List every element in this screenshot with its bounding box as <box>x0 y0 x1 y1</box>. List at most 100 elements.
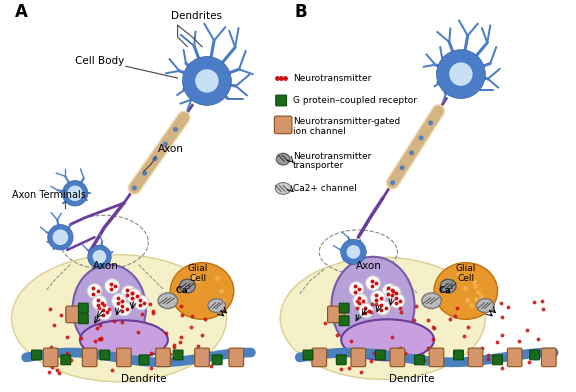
Text: A: A <box>14 4 27 22</box>
Text: Axon: Axon <box>357 261 382 272</box>
FancyBboxPatch shape <box>429 348 444 367</box>
Ellipse shape <box>331 257 415 354</box>
FancyBboxPatch shape <box>453 350 463 360</box>
Circle shape <box>437 50 486 98</box>
Text: G protein–coupled receptor: G protein–coupled receptor <box>293 96 417 105</box>
Circle shape <box>347 245 360 259</box>
Circle shape <box>353 294 367 308</box>
Text: Axon: Axon <box>93 261 119 272</box>
Ellipse shape <box>208 299 225 312</box>
Text: Dendrite: Dendrite <box>389 374 435 384</box>
Circle shape <box>67 185 83 201</box>
Text: Dendrites: Dendrites <box>170 11 222 22</box>
FancyBboxPatch shape <box>32 350 41 360</box>
FancyBboxPatch shape <box>276 95 286 106</box>
Text: Glial
Cell: Glial Cell <box>188 264 209 283</box>
FancyBboxPatch shape <box>156 348 170 367</box>
Ellipse shape <box>434 263 498 319</box>
FancyBboxPatch shape <box>173 350 183 360</box>
Text: $\mathbf{Ca}^2$: $\mathbf{Ca}^2$ <box>175 283 192 296</box>
Text: Neurotransmitter-gated: Neurotransmitter-gated <box>293 118 400 127</box>
FancyBboxPatch shape <box>541 348 556 367</box>
Ellipse shape <box>341 319 434 360</box>
FancyBboxPatch shape <box>100 350 109 360</box>
FancyBboxPatch shape <box>82 348 97 367</box>
Circle shape <box>183 56 232 105</box>
Text: Cell Body: Cell Body <box>75 56 124 66</box>
Circle shape <box>116 301 131 316</box>
Circle shape <box>163 142 168 146</box>
Circle shape <box>195 69 219 93</box>
FancyBboxPatch shape <box>351 348 366 367</box>
Circle shape <box>132 185 137 191</box>
FancyBboxPatch shape <box>376 350 385 360</box>
FancyBboxPatch shape <box>116 348 131 367</box>
FancyBboxPatch shape <box>43 348 58 367</box>
Ellipse shape <box>280 257 486 379</box>
Ellipse shape <box>276 153 290 165</box>
Circle shape <box>153 156 157 161</box>
Circle shape <box>88 245 111 269</box>
Circle shape <box>97 305 112 320</box>
Circle shape <box>409 151 414 155</box>
Circle shape <box>428 120 433 125</box>
Circle shape <box>370 290 385 305</box>
Ellipse shape <box>80 320 168 359</box>
Circle shape <box>382 284 397 298</box>
Circle shape <box>92 295 107 310</box>
Ellipse shape <box>476 299 494 312</box>
FancyBboxPatch shape <box>339 303 349 313</box>
Circle shape <box>142 171 147 176</box>
Circle shape <box>173 127 178 132</box>
Text: Dendrite: Dendrite <box>121 374 166 384</box>
Text: ion channel: ion channel <box>293 127 346 136</box>
FancyBboxPatch shape <box>507 348 522 367</box>
Ellipse shape <box>180 279 195 293</box>
Circle shape <box>134 295 149 310</box>
Circle shape <box>419 136 423 140</box>
Text: Glial
Cell: Glial Cell <box>456 264 476 283</box>
Circle shape <box>386 286 401 300</box>
FancyBboxPatch shape <box>468 348 483 367</box>
Circle shape <box>52 229 68 245</box>
Ellipse shape <box>73 265 146 352</box>
FancyBboxPatch shape <box>492 355 502 365</box>
Ellipse shape <box>170 263 234 319</box>
FancyBboxPatch shape <box>195 348 209 367</box>
Circle shape <box>366 276 380 290</box>
FancyBboxPatch shape <box>303 350 313 360</box>
Circle shape <box>349 282 363 296</box>
Circle shape <box>62 181 88 206</box>
Ellipse shape <box>441 279 456 293</box>
Text: Ca2+ channel: Ca2+ channel <box>293 184 357 193</box>
Text: Neurotransmitter: Neurotransmitter <box>293 74 372 83</box>
Circle shape <box>390 294 405 308</box>
Circle shape <box>390 180 395 185</box>
Circle shape <box>126 289 141 303</box>
FancyBboxPatch shape <box>78 314 88 324</box>
Text: B: B <box>295 4 308 22</box>
FancyBboxPatch shape <box>415 355 425 365</box>
FancyBboxPatch shape <box>328 306 344 323</box>
FancyBboxPatch shape <box>339 316 349 326</box>
Text: Axon Terminals: Axon Terminals <box>12 190 85 200</box>
Text: $\mathbf{Ca}^2$: $\mathbf{Ca}^2$ <box>438 283 456 296</box>
FancyBboxPatch shape <box>61 355 71 365</box>
Circle shape <box>93 250 107 264</box>
FancyBboxPatch shape <box>390 348 405 367</box>
FancyBboxPatch shape <box>229 348 244 367</box>
Ellipse shape <box>422 293 441 309</box>
Ellipse shape <box>158 293 177 309</box>
FancyBboxPatch shape <box>274 116 292 134</box>
Circle shape <box>122 286 136 300</box>
Circle shape <box>359 303 373 318</box>
FancyBboxPatch shape <box>66 306 82 323</box>
Circle shape <box>105 279 119 294</box>
Circle shape <box>449 62 473 86</box>
Circle shape <box>376 300 390 315</box>
Ellipse shape <box>12 255 226 382</box>
Ellipse shape <box>275 183 291 194</box>
Circle shape <box>48 225 73 250</box>
FancyBboxPatch shape <box>336 355 346 365</box>
Circle shape <box>400 165 404 170</box>
